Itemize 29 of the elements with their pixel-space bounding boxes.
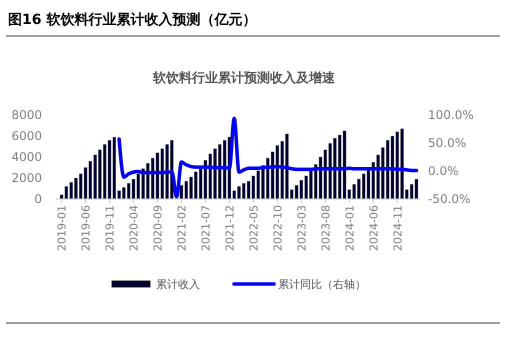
y2-tick-label: 50.0% [428,136,466,150]
x-tick-label: 2020-09 [151,205,164,251]
x-tick-label: 2019-01 [56,205,69,251]
y-tick-label: 8000 [11,108,42,122]
y-tick-label: 0 [34,192,42,206]
x-tick-label: 2021-07 [199,205,212,251]
y2-tick-label: 0.0% [428,164,458,178]
x-tick-label: 2024-06 [367,205,380,251]
y2-tick-label: 100.0% [428,108,474,122]
y-tick-label: 6000 [11,129,42,143]
x-tick-label: 2023-03 [295,205,308,251]
line-series [117,116,418,199]
x-tick-label: 2020-04 [127,205,140,251]
x-tick-label: 2019-11 [104,205,117,251]
chart-subtitle: 软饮料行业累计预测收入及增速 [152,70,336,86]
legend-label: 累计同比（右轴） [278,278,366,291]
legend-label: 累计收入 [156,278,200,291]
y-tick-label: 4000 [11,150,42,164]
x-tick-label: 2024-11 [391,205,404,251]
x-tick-label: 2021-12 [223,205,236,251]
x-tick-label: 2023-08 [319,205,332,251]
x-tick-label: 2024-01 [343,205,356,251]
x-tick-label: 2019-06 [80,205,93,251]
chart-title: 图16 软饮料行业累计收入预测（亿元） [8,12,256,28]
y-tick-label: 2000 [11,171,42,185]
y2-tick-label: -50.0% [428,192,470,206]
x-tick-label: 2021-02 [175,205,188,251]
x-tick-label: 2022-05 [247,205,260,251]
x-tick-label: 2022-10 [271,205,284,251]
